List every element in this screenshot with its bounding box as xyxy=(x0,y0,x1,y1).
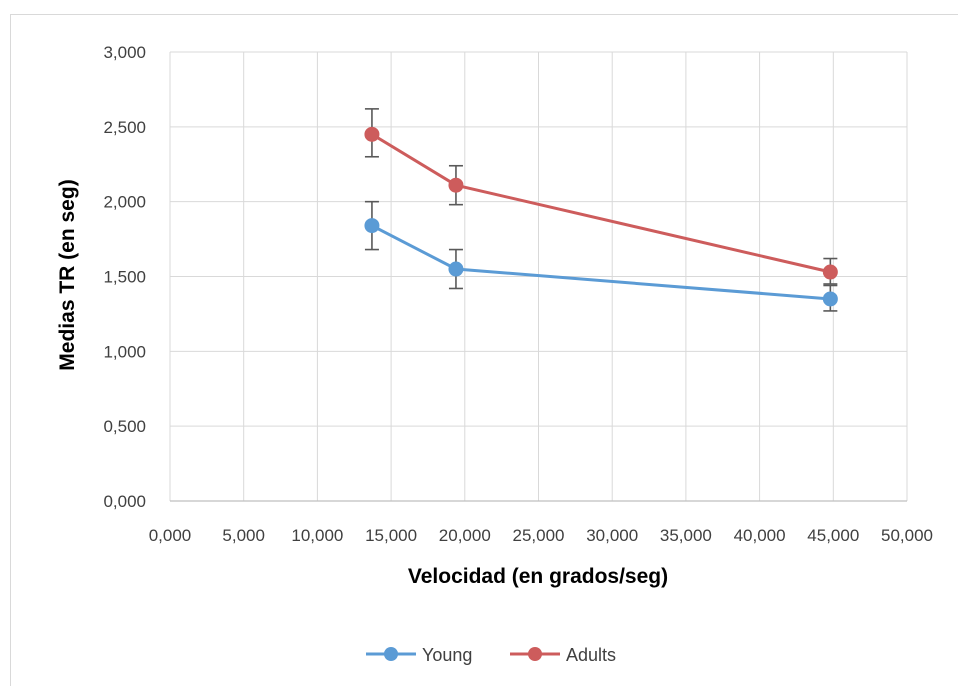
y-tick-label: 1,000 xyxy=(103,342,146,361)
x-tick-label: 50,000 xyxy=(881,526,933,545)
y-tick-label: 2,500 xyxy=(103,118,146,137)
series-young xyxy=(364,200,838,312)
x-axis-ticks: 0,000 5,000 10,000 15,000 20,000 25,000 30,000… xyxy=(149,526,933,545)
legend-marker xyxy=(528,647,542,661)
x-tick-label: 15,000 xyxy=(365,526,417,545)
legend-item-young: Young xyxy=(366,645,472,665)
x-tick-label: 20,000 xyxy=(439,526,491,545)
data-point xyxy=(364,218,380,234)
series-line xyxy=(371,133,831,274)
y-tick-label: 1,500 xyxy=(103,268,146,287)
x-tick-label: 10,000 xyxy=(291,526,343,545)
y-tick-label: 0,500 xyxy=(103,417,146,436)
data-point xyxy=(364,126,380,142)
x-tick-label: 45,000 xyxy=(807,526,859,545)
series-adults xyxy=(364,108,838,285)
legend: Young Adults xyxy=(366,645,616,665)
y-tick-label: 3,000 xyxy=(103,43,146,62)
legend-item-adults: Adults xyxy=(510,645,616,665)
y-axis-title: Medias TR (en seg) xyxy=(56,179,79,370)
x-tick-label: 30,000 xyxy=(586,526,638,545)
x-tick-label: 5,000 xyxy=(222,526,265,545)
data-point xyxy=(822,264,838,280)
y-tick-label: 2,000 xyxy=(103,193,146,212)
series-layer xyxy=(364,108,838,312)
data-point xyxy=(822,291,838,307)
x-tick-label: 25,000 xyxy=(513,526,565,545)
legend-label: Young xyxy=(422,645,472,665)
x-tick-label: 40,000 xyxy=(734,526,786,545)
legend-marker xyxy=(384,647,398,661)
chart-frame xyxy=(10,14,958,686)
x-tick-label: 0,000 xyxy=(149,526,192,545)
data-point xyxy=(448,261,464,277)
series-line xyxy=(371,224,831,301)
data-point xyxy=(448,177,464,193)
x-axis-title: Velocidad (en grados/seg) xyxy=(408,565,668,588)
y-tick-label: 0,000 xyxy=(103,492,146,511)
y-axis-ticks: 0,000 0,500 1,000 1,500 2,000 2,500 3,000 xyxy=(103,43,146,511)
x-tick-label: 35,000 xyxy=(660,526,712,545)
legend-label: Adults xyxy=(566,645,616,665)
